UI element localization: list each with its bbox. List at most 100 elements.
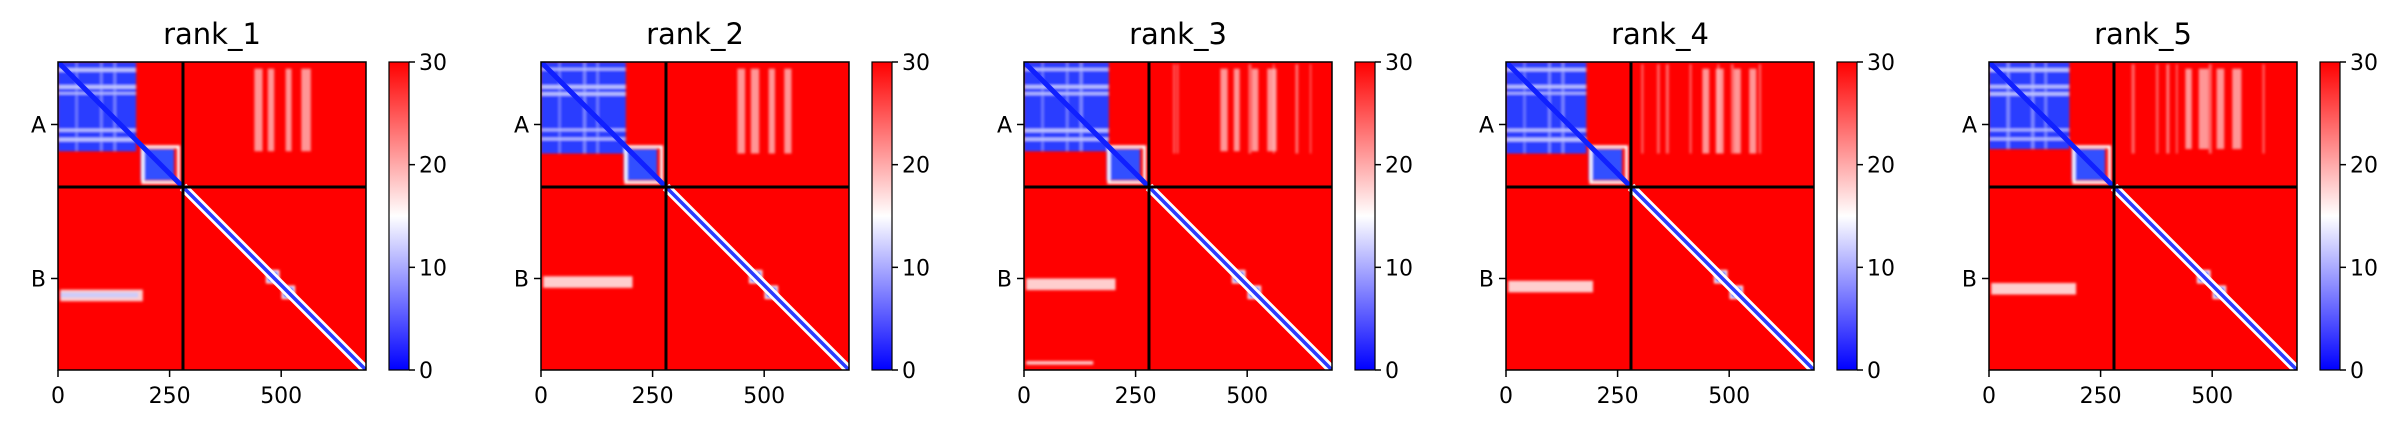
ab-band bbox=[2198, 68, 2209, 150]
diagonal bbox=[1147, 185, 1332, 370]
colorbar-tick-label: 10 bbox=[419, 256, 447, 281]
ab-faint-band bbox=[1173, 64, 1176, 154]
colorbar: 0 10 20 30 bbox=[2319, 51, 2378, 384]
chain-a-streak-h bbox=[58, 92, 137, 95]
ba-edge-strip bbox=[1026, 361, 1094, 365]
ab-band bbox=[1251, 68, 1259, 152]
colorbar: 0 10 20 30 bbox=[388, 51, 447, 384]
chain-a-streak-v bbox=[113, 62, 116, 152]
chain-a-streak-h bbox=[541, 92, 626, 96]
chain-a-streak-h bbox=[1506, 92, 1587, 95]
x-tick-label: 0 bbox=[534, 384, 548, 409]
y-tick-label: B bbox=[31, 267, 46, 292]
x-tick-label: 0 bbox=[51, 384, 65, 409]
colorbar-tick-label: 30 bbox=[902, 51, 930, 76]
diagonal-a bbox=[1024, 62, 1151, 189]
colorbar-gradient bbox=[2319, 61, 2341, 371]
chain-a-streak-v bbox=[75, 62, 78, 152]
ab-band bbox=[285, 68, 292, 152]
chain-a-streak-v bbox=[1041, 62, 1044, 152]
ab-faint-band bbox=[1731, 64, 1734, 154]
x-tick-label: 250 bbox=[149, 384, 191, 409]
chain-a-streak-v bbox=[596, 62, 599, 154]
chain-a-streak-v bbox=[1079, 62, 1083, 152]
y-tick-label: A bbox=[31, 113, 46, 138]
chain-a-streak-h bbox=[58, 128, 137, 132]
ab-band bbox=[2216, 68, 2225, 150]
colorbar-tick-label: 20 bbox=[902, 154, 930, 179]
heatmap bbox=[541, 62, 849, 370]
ab-faint-band bbox=[2156, 64, 2159, 154]
ab-faint-band bbox=[2167, 64, 2170, 154]
chain-a-streak-h bbox=[1989, 68, 2070, 72]
x-tick-label: 0 bbox=[1017, 384, 1031, 409]
y-tick-label: B bbox=[1962, 267, 1977, 292]
ba-band bbox=[1026, 278, 1116, 291]
chain-a-streak-v bbox=[2044, 62, 2047, 150]
y-tick-label: A bbox=[1479, 113, 1494, 138]
diagonal bbox=[2112, 185, 2297, 370]
heatmap bbox=[1989, 62, 2297, 370]
y-tick-label: A bbox=[997, 113, 1012, 138]
ab-faint-band bbox=[2262, 64, 2265, 154]
x-tick-label: 250 bbox=[1597, 384, 1639, 409]
chain-a-streak-h bbox=[58, 137, 137, 142]
colorbar-tick-label: 20 bbox=[2350, 154, 2378, 179]
y-tick-label: B bbox=[514, 267, 529, 292]
x-tick-label: 500 bbox=[2191, 384, 2233, 409]
chain-a-streak-h bbox=[1989, 128, 2070, 131]
ab-band bbox=[1233, 68, 1240, 152]
chain-a-streak-v bbox=[1523, 62, 1526, 154]
plot-frame bbox=[1023, 61, 1333, 371]
colorbar-tick-label: 30 bbox=[419, 51, 447, 76]
chain-a-linker-halo bbox=[141, 145, 181, 185]
ab-band bbox=[750, 68, 760, 154]
chain-a-linker-halo bbox=[2072, 145, 2112, 185]
x-tick-label: 250 bbox=[1115, 384, 1157, 409]
colorbar-tick-label: 30 bbox=[1867, 51, 1895, 76]
ab-band bbox=[1267, 68, 1277, 152]
colorbar-tick-label: 0 bbox=[419, 359, 433, 384]
chain-a-streak-v bbox=[1561, 62, 1565, 154]
chain-a-streak-h bbox=[541, 68, 626, 71]
panel-rank-1: rank_1 0 250 500 A B 0 10 20 30 bbox=[31, 17, 447, 409]
ab-band bbox=[1702, 68, 1710, 154]
chain-a-streak-h bbox=[541, 128, 626, 131]
chain-a-streak-h bbox=[1989, 137, 2070, 141]
colorbar-tick-label: 10 bbox=[1385, 256, 1413, 281]
chain-a-streak-h bbox=[1989, 92, 2070, 96]
colorbar-tick-label: 10 bbox=[2350, 256, 2378, 281]
x-tick-label: 500 bbox=[260, 384, 302, 409]
chain-a-streak-h bbox=[1506, 137, 1587, 142]
ab-faint-band bbox=[1272, 64, 1275, 154]
ba-band bbox=[1508, 280, 1594, 293]
colorbar-tick-label: 30 bbox=[2350, 51, 2378, 76]
ab-band bbox=[254, 68, 263, 152]
plot-frame bbox=[1988, 61, 2298, 371]
y-tick-label: A bbox=[514, 113, 529, 138]
panels-root: rank_1 0 250 500 A B 0 10 20 30 rank_2 0 250 500 A B 0 10… bbox=[31, 17, 2378, 409]
colorbar-tick-label: 10 bbox=[1867, 256, 1895, 281]
ab-faint-band bbox=[2208, 64, 2212, 154]
colorbar: 0 10 20 30 bbox=[1836, 51, 1895, 384]
chain-a-streak-h bbox=[58, 85, 137, 89]
panel-title: rank_4 bbox=[1611, 17, 1709, 51]
chain-a-linker-halo bbox=[1589, 145, 1629, 185]
chain-a-streak-h bbox=[1989, 85, 2070, 89]
colorbar: 0 10 20 30 bbox=[1354, 51, 1413, 384]
panel-title: rank_5 bbox=[2094, 17, 2192, 51]
panel-rank-3: rank_3 0 250 500 A B 0 10 20 30 bbox=[997, 17, 1413, 409]
ab-band bbox=[737, 68, 746, 154]
chain-a-streak-v bbox=[558, 62, 561, 154]
panel-title: rank_2 bbox=[646, 17, 744, 51]
ab-band bbox=[301, 68, 311, 152]
ab-faint-band bbox=[1641, 64, 1644, 154]
heatmap bbox=[1506, 62, 1814, 370]
colorbar-tick-label: 30 bbox=[1385, 51, 1413, 76]
heatmap bbox=[58, 62, 366, 370]
colorbar-tick-label: 0 bbox=[1385, 359, 1399, 384]
diagonal bbox=[1629, 185, 1814, 370]
plot-frame bbox=[57, 61, 367, 371]
diagonal bbox=[664, 185, 849, 370]
